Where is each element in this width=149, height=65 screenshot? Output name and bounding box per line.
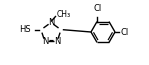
Text: Cl: Cl xyxy=(120,27,128,37)
Text: HS: HS xyxy=(19,25,31,34)
Text: N: N xyxy=(54,37,60,46)
Text: N: N xyxy=(42,37,48,46)
Text: CH₃: CH₃ xyxy=(57,10,71,19)
Text: N: N xyxy=(48,18,54,27)
Text: Cl: Cl xyxy=(94,4,102,13)
